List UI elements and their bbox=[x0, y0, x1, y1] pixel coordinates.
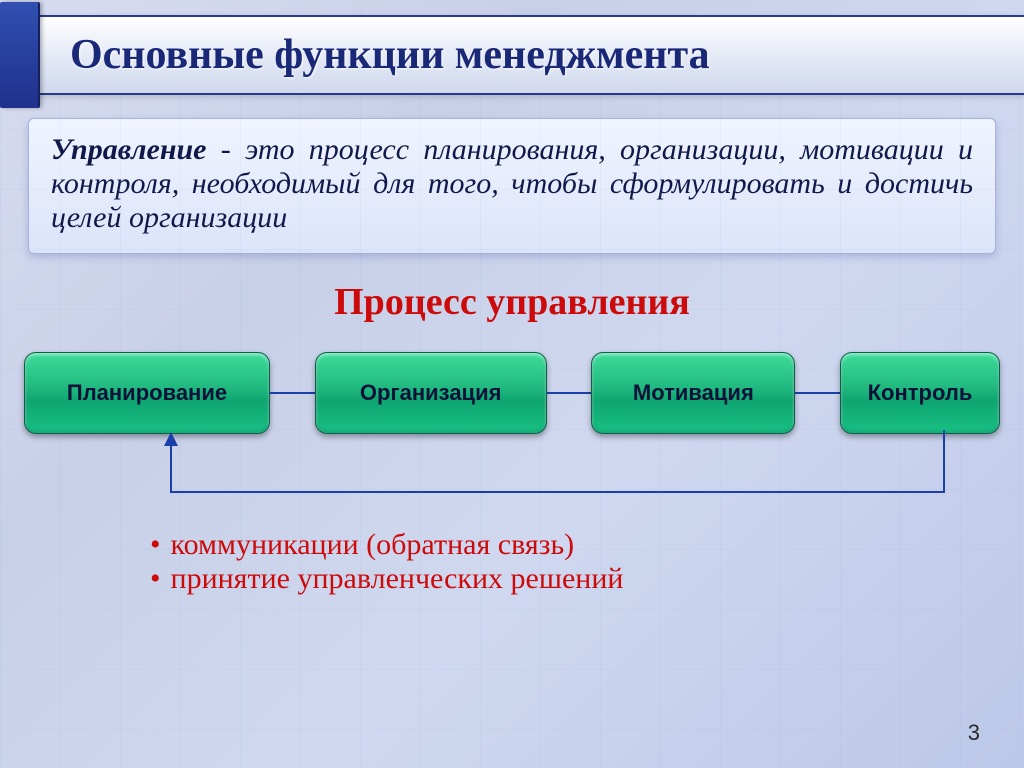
slide-title: Основные функции менеджмента bbox=[70, 31, 710, 79]
flow-node-n2: Организация bbox=[315, 352, 547, 434]
flow-node-n1: Планирование bbox=[24, 352, 270, 434]
flow-connector bbox=[270, 392, 315, 394]
flow-node-n3: Мотивация bbox=[591, 352, 795, 434]
page-number: 3 bbox=[968, 720, 980, 746]
flow-connector bbox=[795, 392, 840, 394]
flow-connector bbox=[547, 392, 592, 394]
title-accent-bar bbox=[0, 2, 40, 108]
title-band: Основные функции менеджмента bbox=[0, 10, 1024, 100]
flow-diagram: Планирование Организация Мотивация Контроль bbox=[24, 348, 1000, 438]
flow-node-n4: Контроль bbox=[840, 352, 1000, 434]
